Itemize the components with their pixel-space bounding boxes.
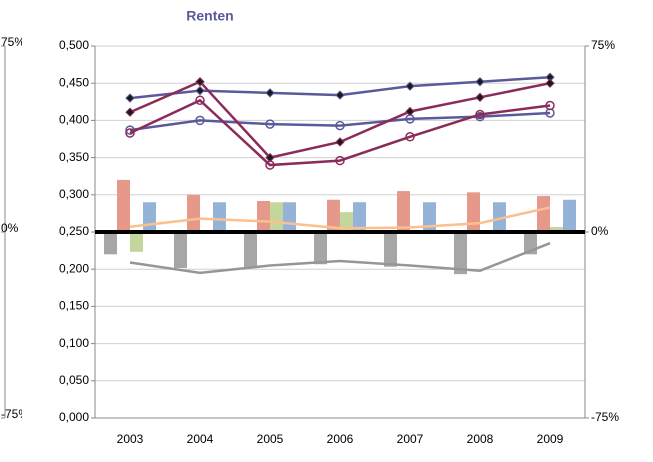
line — [129, 206, 551, 230]
y-tick-label: 0,350 — [59, 150, 89, 164]
marker — [195, 95, 205, 106]
marker — [335, 90, 345, 100]
x-tick-label: 2004 — [187, 432, 214, 446]
outer-tick-label: 0% — [1, 221, 19, 235]
y2-tick-label: 75% — [591, 38, 615, 52]
bar — [244, 232, 257, 268]
marker — [545, 78, 555, 88]
marker — [335, 137, 345, 147]
bar — [537, 196, 550, 232]
line — [129, 241, 551, 275]
bar — [117, 179, 130, 232]
x-tick-label: 2006 — [327, 432, 354, 446]
y-tick-label: 0,000 — [59, 410, 89, 424]
bar — [454, 232, 467, 275]
bar — [283, 202, 296, 232]
bar — [423, 202, 436, 232]
outer-axis: -75% 0% 75% — [1, 35, 29, 421]
line — [129, 111, 551, 132]
marker — [195, 77, 205, 87]
bar — [143, 202, 156, 232]
x-tick-label: 2007 — [397, 432, 424, 446]
bar — [257, 201, 270, 232]
y-tick-label: 0,100 — [59, 336, 89, 350]
bar — [270, 202, 283, 232]
y-tick-label: 0,400 — [59, 113, 89, 127]
x-tick-label: 2003 — [117, 432, 144, 446]
x-tick-label: 2009 — [537, 432, 564, 446]
bar — [493, 202, 506, 232]
bar — [467, 192, 480, 232]
y-tick-label: 0,200 — [59, 261, 89, 275]
line — [129, 98, 551, 167]
marker — [265, 160, 275, 170]
bar — [384, 232, 397, 267]
marker — [405, 81, 415, 91]
bar — [550, 227, 563, 232]
x-tick-label: 2005 — [257, 432, 284, 446]
y-tick-label: 0,050 — [59, 373, 89, 387]
y-tick-label: 0,150 — [59, 299, 89, 313]
marker — [265, 88, 275, 98]
x-tick-label: 2008 — [467, 432, 494, 446]
marker — [195, 85, 205, 96]
marker — [195, 115, 205, 126]
marker — [475, 109, 485, 120]
marker — [125, 107, 135, 117]
bar — [104, 232, 117, 255]
outer-tick-label: -75% — [1, 407, 29, 421]
y2-tick-label: 0% — [591, 224, 609, 238]
bar — [327, 199, 340, 232]
marker — [125, 128, 135, 138]
bar — [213, 202, 226, 232]
marker — [405, 106, 415, 117]
marker — [405, 132, 415, 142]
y-tick-label: 0,450 — [59, 75, 89, 89]
marker — [335, 155, 345, 166]
bar — [130, 232, 143, 252]
marker — [475, 92, 485, 103]
bar — [314, 232, 327, 265]
y2-tick-label: -75% — [591, 410, 619, 424]
chart-title: Renten — [186, 8, 233, 24]
bar — [353, 202, 366, 232]
bar — [187, 194, 200, 232]
bar — [563, 199, 576, 232]
y-tick-label: 0,500 — [59, 38, 89, 52]
y-tick-label: 0,300 — [59, 187, 89, 201]
marker — [475, 77, 485, 87]
outer-tick-label: 75% — [1, 35, 25, 49]
bar — [174, 232, 187, 268]
marker — [265, 119, 275, 129]
y-tick-label: 0,250 — [59, 224, 89, 238]
marker — [125, 93, 135, 103]
marker — [335, 120, 345, 131]
marker — [545, 100, 555, 111]
bar — [397, 191, 410, 232]
